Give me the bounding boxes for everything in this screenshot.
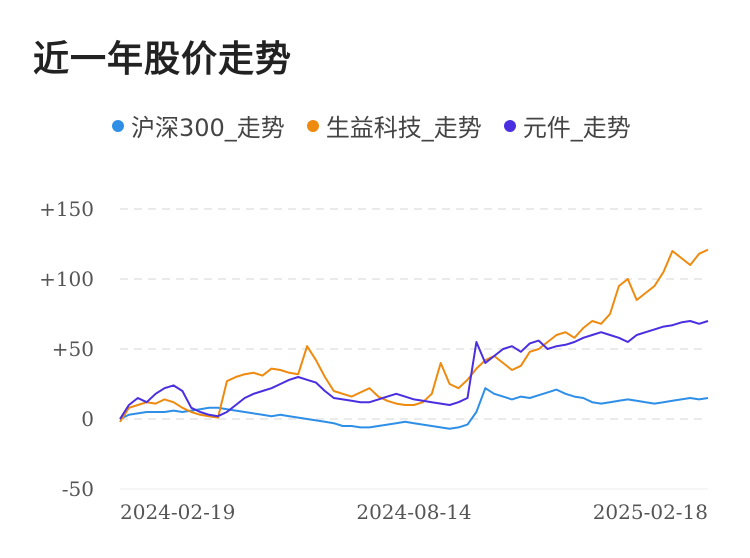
y-tick-label: +50: [52, 337, 94, 361]
legend-label-shengyi: 生益科技_走势: [325, 114, 482, 142]
x-tick-label: 2024-02-19: [120, 500, 235, 524]
series-line-0: [119, 387, 709, 430]
x-tick-label: 2025-02-18: [593, 500, 708, 524]
series-line-2: [119, 320, 709, 420]
legend-dot-hs300: [112, 119, 124, 132]
chart-legend: 沪深300_走势 生益科技_走势 元件_走势: [112, 108, 631, 143]
y-axis-ticks: +150 +100 +50 0 -50: [39, 197, 94, 501]
legend-item-yuanjian[interactable]: 元件_走势: [503, 108, 631, 143]
x-tick-label: 2024-08-14: [356, 500, 471, 524]
y-tick-label: -50: [62, 477, 94, 501]
chart-title: 近一年股价走势: [33, 39, 293, 80]
legend-item-hs300[interactable]: 沪深300_走势: [112, 108, 285, 143]
legend-item-shengyi[interactable]: 生益科技_走势: [306, 108, 482, 143]
grid-lines: [120, 208, 708, 490]
legend-dot-shengyi: [306, 119, 319, 132]
legend-dot-yuanjian: [503, 119, 516, 132]
legend-label-yuanjian: 元件_走势: [522, 114, 631, 142]
x-axis-ticks: 2024-02-19 2024-08-14 2025-02-18: [120, 500, 708, 524]
y-tick-label: 0: [81, 407, 94, 431]
y-tick-label: +100: [39, 267, 94, 291]
series-line-1: [119, 248, 709, 423]
series-lines: [119, 248, 709, 430]
legend-label-hs300: 沪深300_走势: [131, 114, 285, 142]
y-tick-label: +150: [39, 197, 94, 221]
